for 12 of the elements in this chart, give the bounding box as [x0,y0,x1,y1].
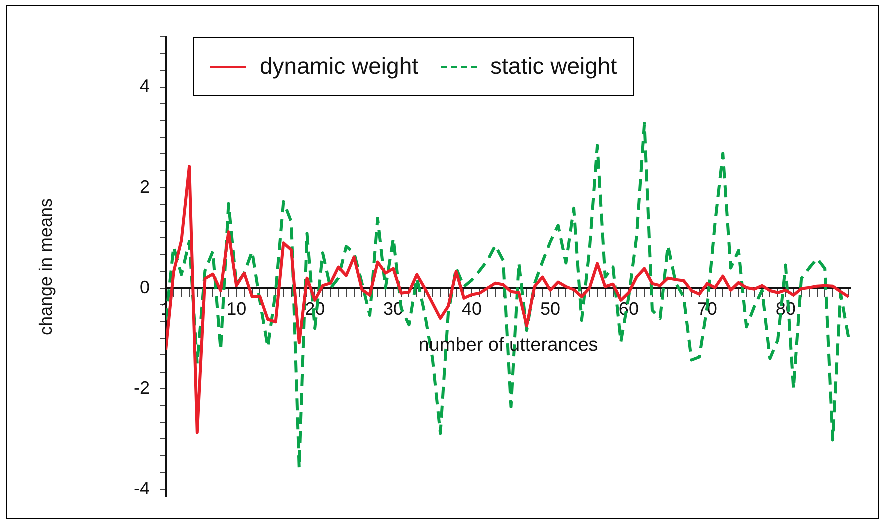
x-tick-label: 70 [697,299,718,320]
y-tick-label: -4 [134,478,150,498]
y-axis-title: change in means [36,198,56,336]
y-tick-label: 0 [140,277,150,298]
legend-label: dynamic weight [260,53,419,80]
legend-label: static weight [490,53,618,80]
y-tick-label: 2 [140,176,150,197]
y-tick-label: -2 [134,378,150,398]
x-tick-label: 40 [462,299,482,320]
x-tick-label: 10 [226,299,247,320]
x-tick-label: 50 [540,299,560,320]
y-tick-label: 4 [140,76,150,96]
